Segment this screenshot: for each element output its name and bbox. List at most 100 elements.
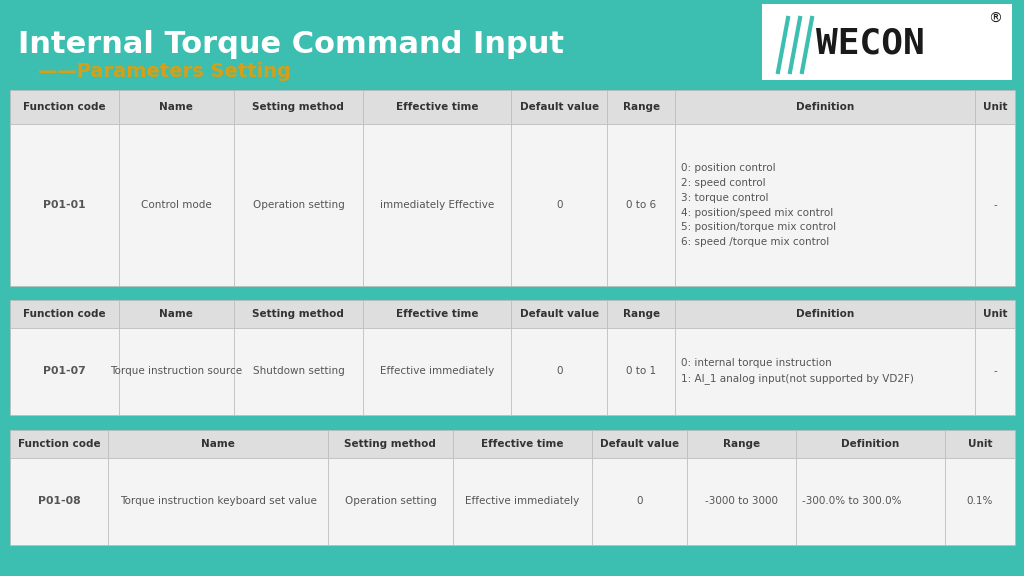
Text: 0: position control
2: speed control
3: torque control
4: position/speed mix con: 0: position control 2: speed control 3: … [681,163,837,247]
FancyBboxPatch shape [10,124,119,286]
FancyBboxPatch shape [512,300,607,328]
Text: Unit: Unit [968,439,992,449]
FancyBboxPatch shape [10,430,109,457]
Text: 0.1%: 0.1% [967,497,993,506]
FancyBboxPatch shape [607,328,675,415]
FancyBboxPatch shape [10,328,1015,415]
Text: Range: Range [723,439,760,449]
FancyBboxPatch shape [687,430,796,457]
Text: P01-07: P01-07 [43,366,86,376]
FancyBboxPatch shape [234,328,362,415]
FancyBboxPatch shape [675,300,975,328]
FancyBboxPatch shape [10,90,119,124]
Text: Definition: Definition [796,102,854,112]
FancyBboxPatch shape [945,457,1015,545]
Text: 0 to 6: 0 to 6 [626,200,656,210]
Text: Function code: Function code [23,309,105,319]
FancyBboxPatch shape [10,300,119,328]
FancyBboxPatch shape [975,90,1015,124]
Text: Name: Name [160,309,194,319]
Text: Effective time: Effective time [396,309,478,319]
Text: -3000 to 3000: -3000 to 3000 [706,497,778,506]
FancyBboxPatch shape [796,457,945,545]
Text: ——Parameters Setting: ——Parameters Setting [38,62,291,81]
Text: Name: Name [201,439,234,449]
FancyBboxPatch shape [362,328,512,415]
Text: Default value: Default value [600,439,679,449]
FancyBboxPatch shape [10,457,109,545]
FancyBboxPatch shape [10,300,1015,328]
Text: Definition: Definition [841,439,899,449]
FancyBboxPatch shape [119,300,234,328]
Text: Setting method: Setting method [253,102,344,112]
Text: Internal Torque Command Input: Internal Torque Command Input [18,30,564,59]
FancyBboxPatch shape [119,90,234,124]
Text: ®: ® [988,12,1001,26]
Text: WECON: WECON [816,27,925,61]
FancyBboxPatch shape [975,124,1015,286]
FancyBboxPatch shape [975,328,1015,415]
Text: 0: 0 [556,200,562,210]
Text: Definition: Definition [796,309,854,319]
Text: 0: internal torque instruction
1: AI_1 analog input(not supported by VD2F): 0: internal torque instruction 1: AI_1 a… [681,358,914,384]
Text: Effective time: Effective time [396,102,478,112]
FancyBboxPatch shape [234,124,362,286]
FancyBboxPatch shape [592,430,687,457]
FancyBboxPatch shape [607,300,675,328]
Text: Unit: Unit [983,102,1008,112]
FancyBboxPatch shape [512,90,607,124]
Text: Unit: Unit [983,309,1008,319]
Text: Shutdown setting: Shutdown setting [253,366,344,376]
FancyBboxPatch shape [328,430,454,457]
FancyBboxPatch shape [362,124,512,286]
Text: Control mode: Control mode [141,200,212,210]
FancyBboxPatch shape [975,300,1015,328]
Text: 0: 0 [636,497,643,506]
FancyBboxPatch shape [796,430,945,457]
FancyBboxPatch shape [10,457,1015,545]
FancyBboxPatch shape [945,430,1015,457]
Text: P01-08: P01-08 [38,497,81,506]
Text: Function code: Function code [23,102,105,112]
FancyBboxPatch shape [675,124,975,286]
Text: 0 to 1: 0 to 1 [626,366,656,376]
FancyBboxPatch shape [119,124,234,286]
Text: Operation setting: Operation setting [253,200,344,210]
Text: 0: 0 [556,366,562,376]
Text: Torque instruction source: Torque instruction source [111,366,243,376]
FancyBboxPatch shape [10,430,1015,457]
FancyBboxPatch shape [454,457,592,545]
FancyBboxPatch shape [512,124,607,286]
Text: Function code: Function code [18,439,100,449]
FancyBboxPatch shape [675,90,975,124]
Text: -300.0% to 300.0%: -300.0% to 300.0% [802,497,901,506]
Text: Range: Range [623,102,659,112]
FancyBboxPatch shape [607,124,675,286]
FancyBboxPatch shape [119,328,234,415]
FancyBboxPatch shape [675,328,975,415]
Text: Range: Range [623,309,659,319]
Text: Name: Name [160,102,194,112]
Text: Effective time: Effective time [481,439,564,449]
Text: Setting method: Setting method [344,439,436,449]
Text: immediately Effective: immediately Effective [380,200,495,210]
FancyBboxPatch shape [512,328,607,415]
Text: Operation setting: Operation setting [344,497,436,506]
Text: Default value: Default value [519,309,599,319]
Text: -: - [993,366,996,376]
Text: Setting method: Setting method [253,309,344,319]
Text: Effective immediately: Effective immediately [466,497,580,506]
FancyBboxPatch shape [607,90,675,124]
FancyBboxPatch shape [592,457,687,545]
FancyBboxPatch shape [234,90,362,124]
FancyBboxPatch shape [234,300,362,328]
Text: Torque instruction keyboard set value: Torque instruction keyboard set value [120,497,316,506]
FancyBboxPatch shape [687,457,796,545]
FancyBboxPatch shape [109,457,328,545]
FancyBboxPatch shape [362,300,512,328]
Text: Default value: Default value [519,102,599,112]
FancyBboxPatch shape [10,124,1015,286]
FancyBboxPatch shape [10,328,119,415]
Text: -: - [993,200,996,210]
FancyBboxPatch shape [328,457,454,545]
